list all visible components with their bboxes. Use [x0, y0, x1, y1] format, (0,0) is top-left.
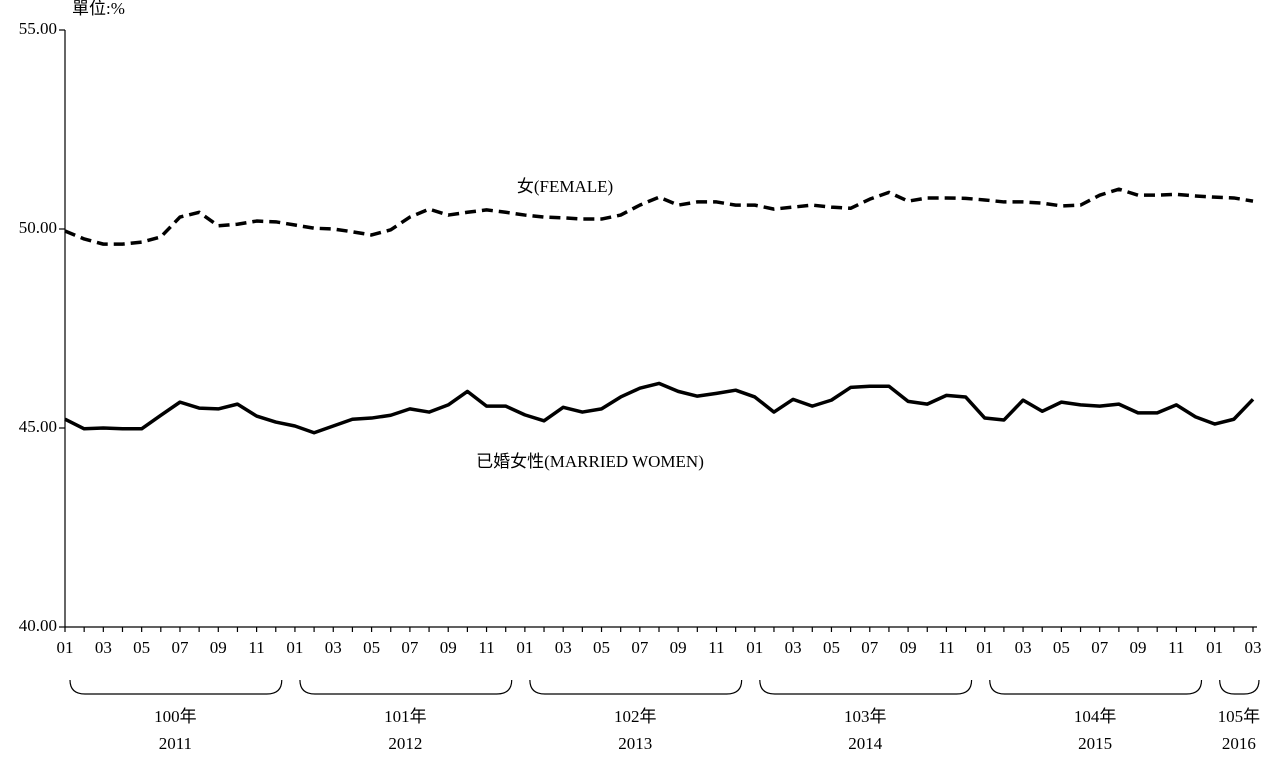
unit-label: 單位:% — [72, 0, 125, 18]
x-tick-label: 09 — [210, 638, 227, 657]
x-tick-label: 05 — [593, 638, 610, 657]
y-tick-label: 40.00 — [19, 616, 57, 635]
x-tick-label: 07 — [631, 638, 649, 657]
x-tick-label: 11 — [248, 638, 264, 657]
series-label: 女(FEMALE) — [517, 177, 613, 196]
year-brace — [529, 679, 743, 695]
x-tick-label: 11 — [708, 638, 724, 657]
x-tick-label: 11 — [478, 638, 494, 657]
x-tick-label: 05 — [363, 638, 380, 657]
year-brace — [759, 679, 973, 695]
x-tick-label: 01 — [746, 638, 763, 657]
x-tick-label: 01 — [1206, 638, 1223, 657]
year-label-roc: 104年 — [1074, 707, 1117, 726]
year-brace — [299, 679, 513, 695]
x-tick-label: 09 — [440, 638, 457, 657]
year-label-roc: 100年 — [154, 707, 197, 726]
year-label: 2012 — [388, 734, 422, 753]
year-label: 2013 — [618, 734, 652, 753]
year-label: 2011 — [159, 734, 192, 753]
year-label: 2014 — [848, 734, 883, 753]
x-tick-label: 01 — [516, 638, 533, 657]
year-label-roc: 103年 — [844, 707, 887, 726]
series-line — [64, 381, 1255, 435]
year-label: 2016 — [1222, 734, 1256, 753]
x-tick-label: 01 — [57, 638, 74, 657]
x-tick-label: 07 — [1091, 638, 1109, 657]
x-tick-label: 05 — [823, 638, 840, 657]
year-brace — [69, 679, 283, 695]
series-label: 已婚女性(MARRIED WOMEN) — [476, 452, 704, 471]
x-tick-label: 11 — [938, 638, 954, 657]
year-label-roc: 102年 — [614, 707, 657, 726]
x-tick-label: 11 — [1168, 638, 1184, 657]
x-tick-label: 05 — [1053, 638, 1070, 657]
x-tick-label: 03 — [1015, 638, 1032, 657]
y-tick-label: 45.00 — [19, 417, 57, 436]
year-label: 2015 — [1078, 734, 1112, 753]
x-tick-label: 09 — [1130, 638, 1147, 657]
series-line — [64, 187, 1254, 246]
x-tick-label: 05 — [133, 638, 150, 657]
year-brace — [989, 679, 1203, 695]
y-tick-label: 50.00 — [19, 218, 57, 237]
x-tick-label: 03 — [325, 638, 342, 657]
x-tick-label: 07 — [171, 638, 189, 657]
x-tick-label: 03 — [555, 638, 572, 657]
x-tick-label: 03 — [1245, 638, 1262, 657]
x-tick-label: 01 — [286, 638, 303, 657]
year-label-roc: 105年 — [1218, 707, 1261, 726]
year-label-roc: 101年 — [384, 707, 427, 726]
x-tick-label: 07 — [861, 638, 879, 657]
x-tick-label: 01 — [976, 638, 993, 657]
x-tick-label: 09 — [900, 638, 917, 657]
x-tick-label: 03 — [785, 638, 802, 657]
x-tick-label: 09 — [670, 638, 687, 657]
x-tick-label: 03 — [95, 638, 112, 657]
x-tick-label: 07 — [401, 638, 419, 657]
year-brace — [1219, 679, 1260, 695]
y-tick-label: 55.00 — [19, 19, 57, 38]
